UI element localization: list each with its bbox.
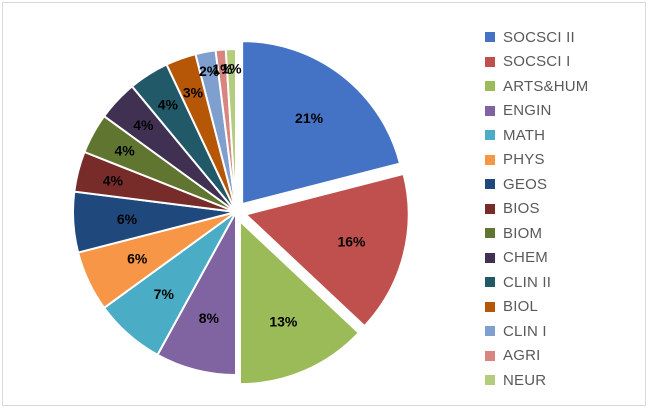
pie-slice-arts-hum [238, 218, 361, 386]
legend-swatch [485, 301, 495, 312]
legend-label: SOCSCI II [503, 28, 575, 46]
legend-label: CLIN I [503, 322, 547, 340]
legend-item: NEUR [485, 368, 589, 393]
legend-label: BIOS [503, 200, 540, 218]
legend-label: ARTS&HUM [503, 77, 589, 95]
legend-item: AGRI [485, 344, 589, 369]
slice-label-geos: 6% [117, 211, 138, 227]
slice-label-bios: 4% [103, 172, 124, 188]
legend-swatch [485, 32, 495, 43]
legend-swatch [485, 154, 495, 165]
legend-swatch [485, 130, 495, 141]
pie-chart: 21%16%13%8%7%6%6%4%4%4%4%3%2%1%1% [72, 40, 410, 386]
legend-label: CHEM [503, 249, 548, 267]
legend-label: ENGIN [503, 102, 552, 120]
slice-label-neur: 1% [221, 61, 242, 77]
legend-swatch [485, 326, 495, 337]
legend-label: AGRI [503, 347, 541, 365]
slice-label-clin-ii: 4% [158, 97, 179, 113]
legend-item: GEOS [485, 172, 589, 197]
slice-label-arts-hum: 13% [269, 313, 298, 329]
legend: SOCSCI II SOCSCI I ARTS&HUM ENGIN MATH PHYS GE… [485, 25, 589, 393]
slice-label-socsci-i: 16% [337, 234, 366, 250]
slice-label-math: 7% [154, 286, 175, 302]
legend-swatch [485, 105, 495, 116]
legend-swatch [485, 81, 495, 92]
slice-label-chem: 4% [133, 117, 154, 133]
legend-label: CLIN II [503, 273, 552, 291]
pie-slice-neur [224, 47, 237, 213]
slice-label-biom: 4% [114, 143, 135, 159]
legend-swatch [485, 277, 495, 288]
legend-label: BIOL [503, 298, 538, 316]
legend-item: BIOS [485, 197, 589, 222]
legend-item: SOCSCI II [485, 25, 589, 50]
slice-label-agri: 1% [212, 61, 233, 77]
slice-label-phys: 6% [127, 250, 148, 266]
chart-frame: 21% 16% 13% 8% 7% 6% 6% 4% 4% 4% 4% 3% 2% 1% 1% SOCSCI… [2, 2, 646, 406]
slice-label-clin-i: 2% [199, 63, 220, 79]
legend-swatch [485, 179, 495, 190]
legend-label: BIOM [503, 224, 543, 242]
slice-label-biol: 3% [183, 84, 204, 100]
legend-item: PHYS [485, 148, 589, 173]
legend-swatch [485, 228, 495, 239]
legend-item: CHEM [485, 246, 589, 271]
legend-swatch [485, 375, 495, 386]
slice-label-engin: 8% [199, 310, 220, 326]
legend-item: ARTS&HUM [485, 74, 589, 99]
legend-label: GEOS [503, 175, 548, 193]
legend-swatch [485, 56, 495, 67]
legend-label: SOCSCI I [503, 53, 571, 71]
legend-item: CLIN I [485, 319, 589, 344]
legend-item: SOCSCI I [485, 50, 589, 75]
legend-swatch [485, 203, 495, 214]
legend-swatch [485, 350, 495, 361]
pie-slice-socsci-i [243, 172, 410, 328]
legend-label: MATH [503, 126, 546, 144]
slice-label-socsci-ii: 21% [295, 110, 324, 126]
legend-item: BIOL [485, 295, 589, 320]
legend-item: MATH [485, 123, 589, 148]
legend-swatch [485, 252, 495, 263]
legend-label: NEUR [503, 371, 547, 389]
legend-item: BIOM [485, 221, 589, 246]
pie-slice-socsci-ii [241, 40, 402, 206]
legend-item: CLIN II [485, 270, 589, 295]
legend-label: PHYS [503, 151, 545, 169]
legend-item: ENGIN [485, 99, 589, 124]
